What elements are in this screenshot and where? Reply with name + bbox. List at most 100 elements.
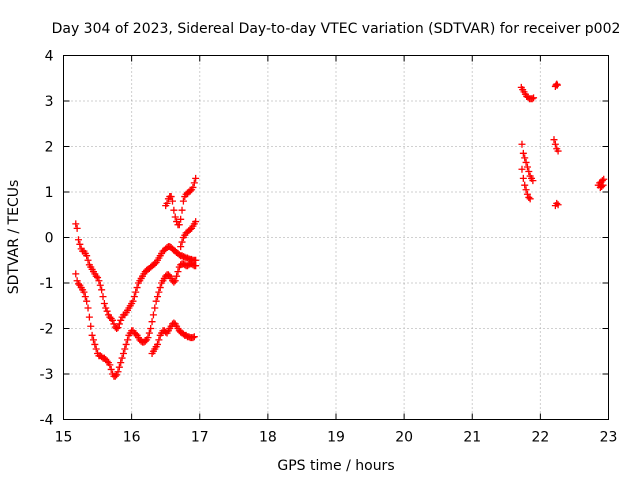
data-point — [518, 165, 526, 173]
data-point — [170, 278, 178, 286]
data-point — [85, 313, 93, 321]
data-point — [178, 206, 186, 214]
data-point — [178, 238, 186, 246]
data-point — [151, 260, 159, 268]
data-point — [190, 333, 198, 341]
data-point — [115, 363, 123, 371]
data-point — [84, 304, 92, 312]
data-point — [192, 174, 200, 182]
data-point — [551, 140, 559, 148]
data-point — [598, 183, 606, 191]
data-point — [117, 316, 125, 324]
data-point — [528, 95, 536, 103]
data-point — [106, 361, 114, 369]
data-point — [130, 293, 138, 301]
data-point — [94, 274, 102, 282]
data-point — [115, 320, 123, 328]
x-tick-label: 21 — [463, 430, 481, 446]
data-point — [76, 240, 84, 248]
data-point — [72, 270, 80, 278]
y-tick-label: 0 — [45, 231, 54, 247]
x-axis-label: GPS time / hours — [277, 458, 394, 474]
data-point — [96, 281, 104, 289]
data-point — [132, 330, 140, 338]
data-point — [148, 318, 156, 326]
data-point — [149, 311, 157, 319]
x-tick-label: 18 — [259, 430, 277, 446]
data-point — [151, 304, 159, 312]
data-point — [192, 218, 200, 226]
data-point — [600, 175, 608, 183]
plot-border — [63, 55, 609, 420]
data-point — [147, 325, 155, 332]
data-point — [519, 174, 527, 182]
data-point — [174, 268, 182, 276]
data-point — [518, 140, 526, 148]
data-point — [169, 197, 176, 205]
data-point — [155, 288, 163, 296]
y-tick-label: -1 — [40, 276, 54, 292]
data-point — [177, 243, 185, 251]
y-tick-label: -2 — [40, 322, 54, 338]
data-point — [529, 177, 537, 185]
data-point — [92, 272, 100, 280]
y-tick-label: -3 — [40, 367, 54, 383]
x-tick-label: 20 — [395, 430, 413, 446]
y-tick-label: 3 — [45, 94, 54, 110]
data-point — [74, 236, 82, 244]
x-tick-label: 15 — [55, 430, 73, 446]
y-tick-labels: -4 -3 -2 -1 0 1 2 3 4 — [40, 49, 54, 429]
data-point — [98, 286, 106, 294]
y-tick-label: 2 — [45, 140, 54, 156]
data-point — [171, 277, 179, 285]
data-point — [114, 368, 122, 376]
data-point — [80, 288, 88, 296]
data-point — [164, 271, 172, 279]
grid-lines — [63, 55, 609, 420]
data-point — [525, 168, 533, 176]
data-point — [92, 345, 100, 353]
data-point — [84, 256, 92, 264]
chart-title: Day 304 of 2023, Sidereal Day-to-day VTE… — [52, 21, 621, 37]
data-point — [144, 334, 152, 342]
data-point — [189, 334, 197, 342]
data-point — [171, 213, 179, 221]
data-point — [109, 316, 117, 324]
data-point — [186, 187, 194, 195]
data-point — [550, 136, 558, 144]
data-point — [72, 220, 80, 228]
data-point — [119, 350, 127, 358]
data-point — [523, 163, 531, 171]
data-point — [154, 340, 162, 348]
data-point — [102, 304, 110, 312]
data-point — [129, 297, 137, 305]
data-point — [118, 354, 126, 362]
y-tick-label: 4 — [45, 49, 54, 65]
data-point — [100, 299, 108, 307]
data-point — [141, 337, 149, 345]
data-point — [124, 336, 132, 344]
x-tick-label: 17 — [191, 430, 209, 446]
data-point — [88, 331, 96, 339]
data-point — [521, 154, 529, 162]
data-point — [526, 195, 534, 203]
x-tick-label: 23 — [600, 430, 618, 446]
data-point — [117, 359, 125, 367]
data-point — [74, 280, 82, 288]
data-point — [87, 322, 95, 330]
data-point — [121, 345, 129, 353]
y-tick-label: 1 — [45, 185, 54, 201]
data-point — [523, 190, 531, 198]
data-point — [91, 340, 99, 348]
data-point — [111, 372, 119, 380]
data-point — [192, 262, 200, 270]
data-point — [189, 183, 197, 191]
data-point — [553, 199, 561, 207]
data-point — [73, 224, 81, 232]
data-point — [553, 80, 561, 88]
data-point — [175, 221, 183, 229]
data-point — [521, 181, 529, 189]
data-point — [95, 277, 103, 285]
data-point — [107, 365, 115, 373]
